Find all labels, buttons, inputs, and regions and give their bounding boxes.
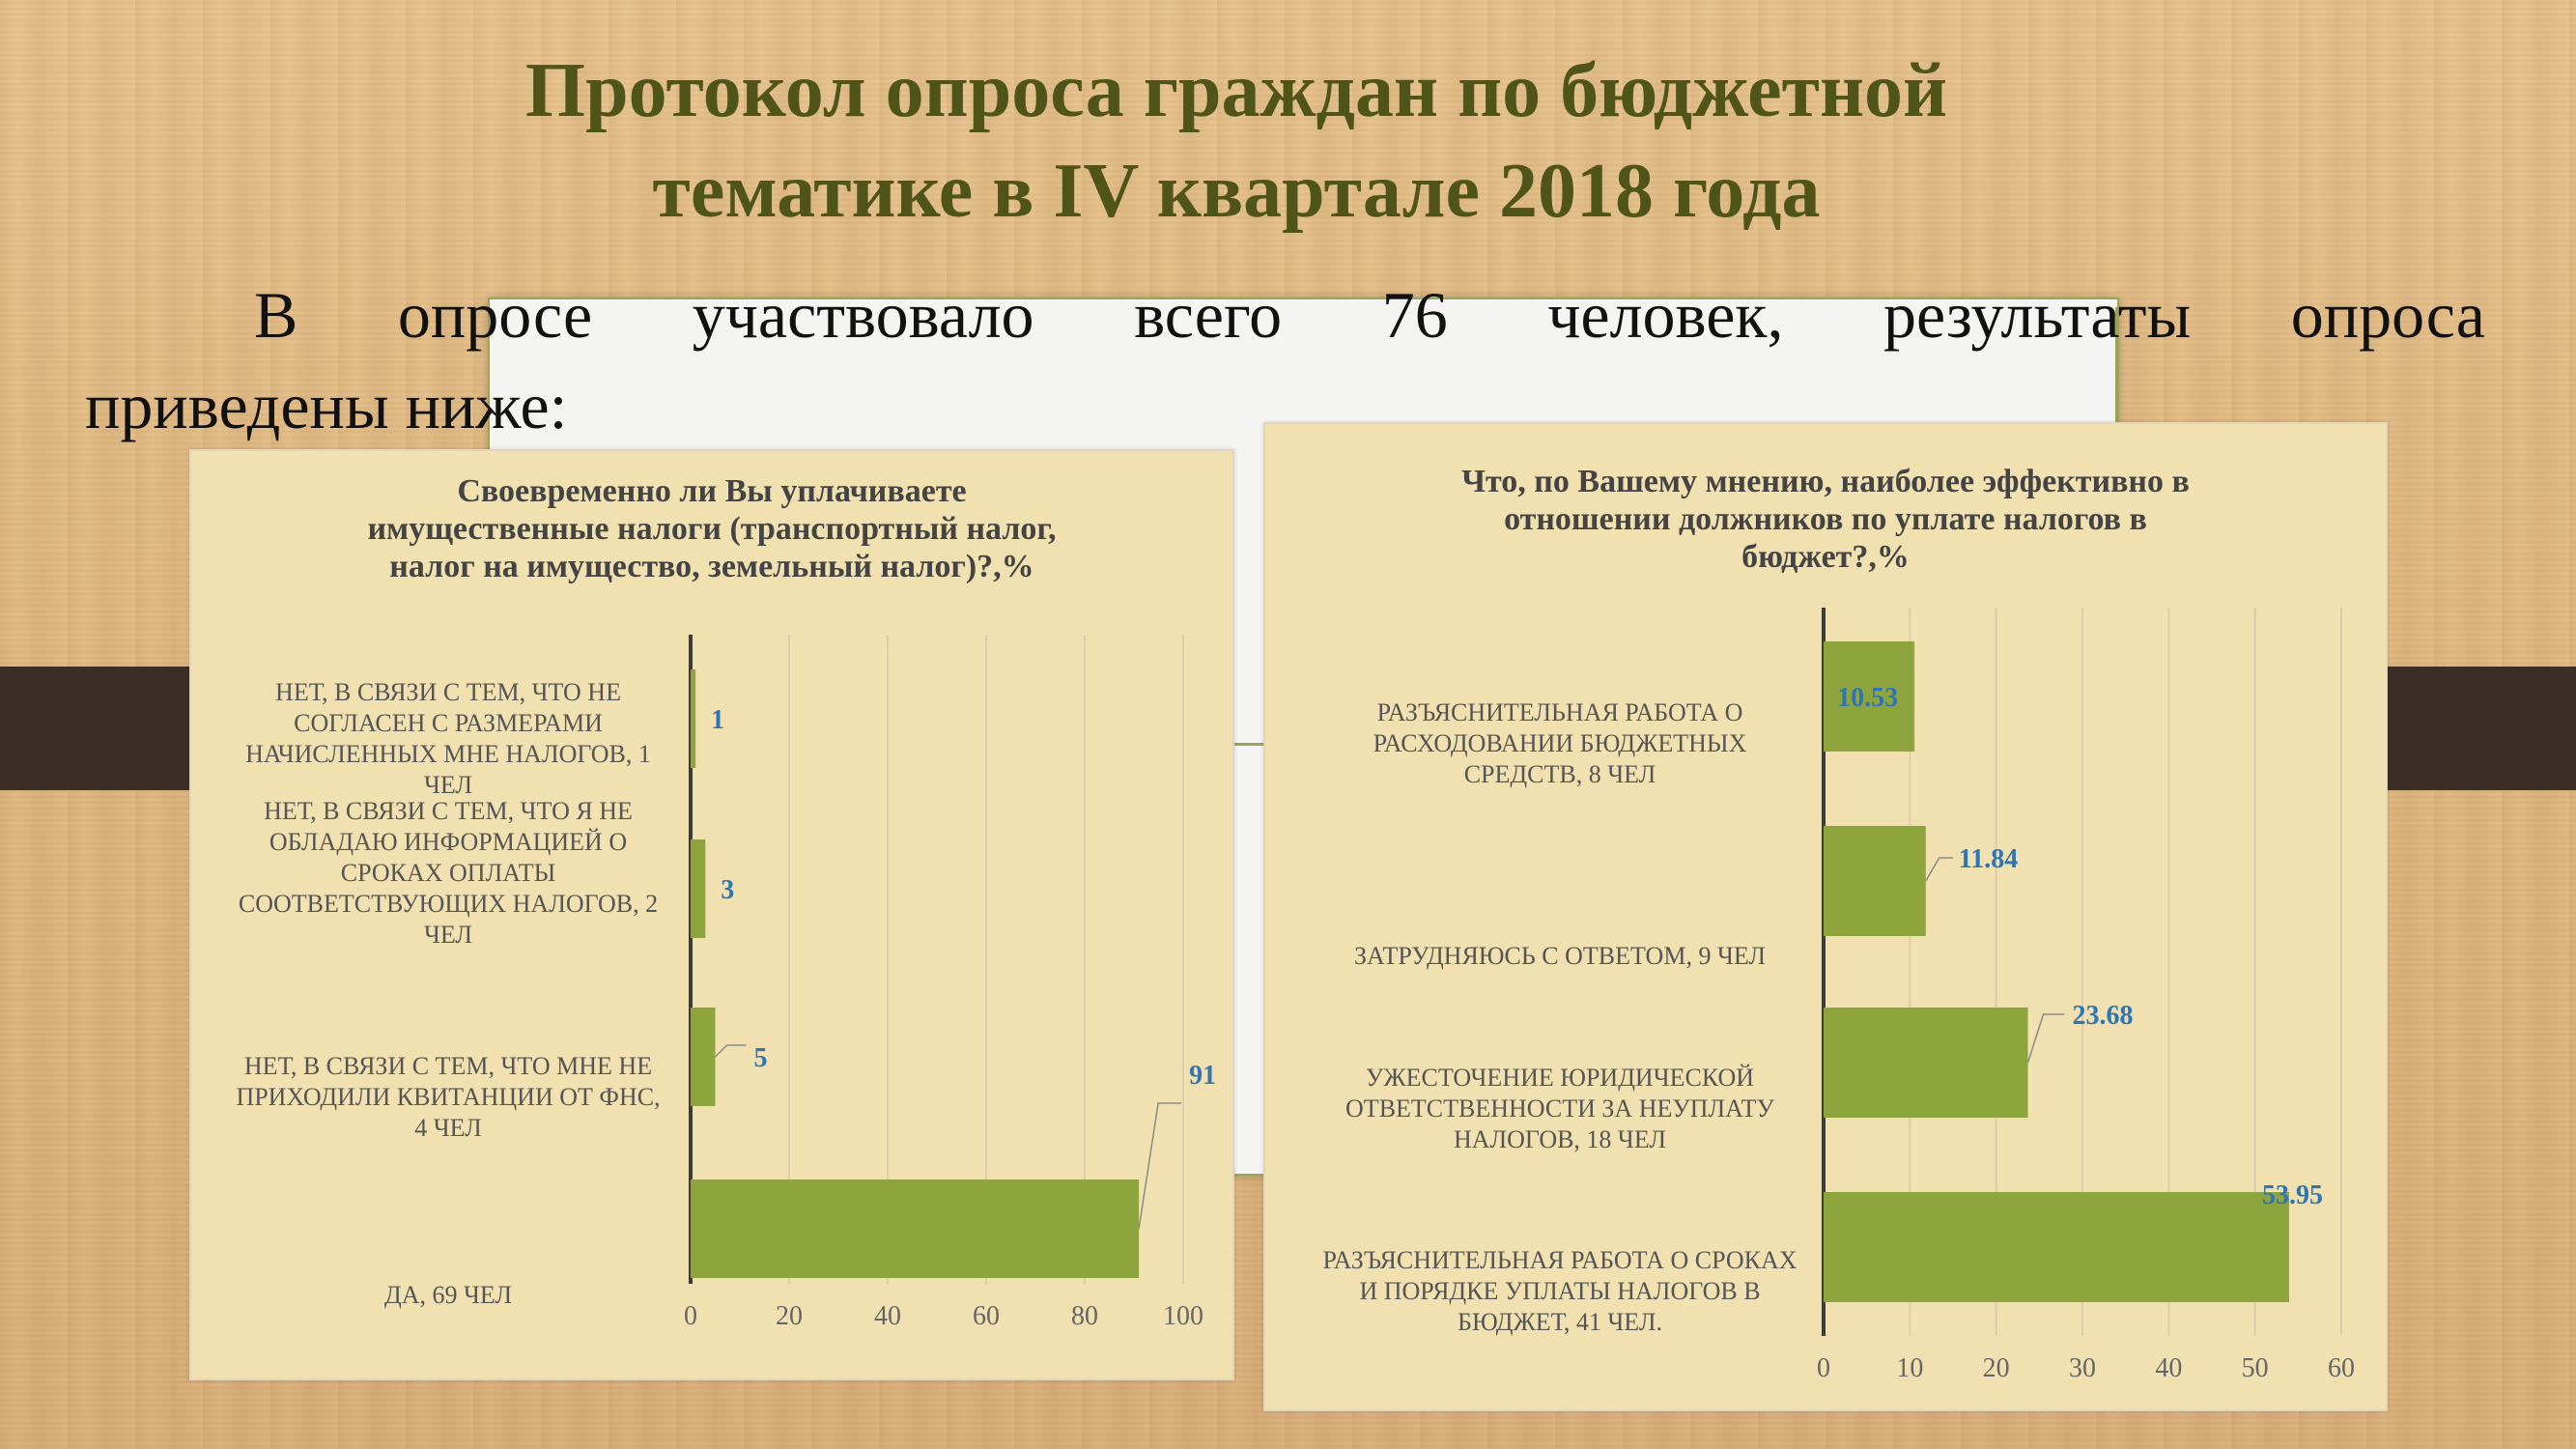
chart-panel-debtor-measures: Что, по Вашему мнению, наиболее эффектив… (1263, 422, 2388, 1411)
bar (691, 839, 706, 938)
bar (691, 669, 696, 768)
bar-chart-debtor-measures: 0 10 20 30 40 50 60 10.53 РАЗЪЯСНИТЕЛЬНАЯ РАБОТА… (1322, 608, 2355, 1383)
x-tick-label: 100 (1163, 1301, 1203, 1331)
slide-title-line1: Протокол опроса граждан по бюджетной (524, 48, 1948, 133)
category-label: НЕТ, В СВЯЗИ С ТЕМ, ЧТО НЕ (275, 678, 621, 706)
label-leader-line (1138, 1102, 1182, 1230)
category-label: СОГЛАСЕН С РАЗМЕРАМИ (294, 709, 603, 737)
data-label: 1 (711, 705, 724, 735)
data-label: 91 (1189, 1061, 1216, 1091)
data-label: 10.53 (1837, 683, 1898, 713)
x-tick-label: 0 (684, 1301, 697, 1331)
intro-text-line1: В опросе участвовало всего 76 человек, р… (254, 278, 2485, 352)
label-leader-line (714, 1044, 747, 1058)
data-label: 23.68 (2073, 1001, 2134, 1031)
chart-title-line: имущественные налоги (транспортный налог… (367, 511, 1057, 547)
category-label: РАСХОДОВАНИИ БЮДЖЕТНЫХ (1373, 729, 1747, 757)
category-label: НАЧИСЛЕННЫХ МНЕ НАЛОГОВ, 1 (245, 740, 651, 768)
data-label: 53.95 (2262, 1180, 2323, 1210)
category-label: И ПОРЯДКЕ УПЛАТЫ НАЛОГОВ В (1359, 1277, 1760, 1305)
bar (1824, 826, 1926, 936)
x-tick-label: 80 (1071, 1301, 1098, 1331)
category-label: СРОКАХ ОПЛАТЫ (341, 859, 556, 887)
slide-title-line2: тематике в IV квартале 2018 года (652, 149, 1821, 234)
bar (1824, 1192, 2289, 1302)
label-leader-line (1925, 857, 1953, 882)
category-label: НЕТ, В СВЯЗИ С ТЕМ, ЧТО МНЕ НЕ (244, 1052, 652, 1080)
chart-title-line: бюджет?,% (1741, 539, 1910, 575)
category-label: СРЕДСТВ, 8 ЧЕЛ (1464, 760, 1656, 788)
category-label: ДА, 69 ЧЕЛ (384, 1281, 512, 1309)
x-tick-label: 20 (1983, 1353, 2010, 1383)
category-label: НЕТ, В СВЯЗИ С ТЕМ, ЧТО Я НЕ (264, 797, 633, 825)
category-label: БЮДЖЕТ, 41 ЧЕЛ. (1458, 1308, 1662, 1336)
slide-title: Протокол опроса граждан по бюджетной тем… (0, 41, 2473, 242)
chart-panel-tax-payment: Своевременно ли Вы уплачиваете имуществе… (189, 449, 1234, 1380)
category-label: ЧЕЛ (424, 921, 472, 949)
category-label: СООТВЕТСТВУЮЩИХ НАЛОГОВ, 2 (239, 890, 658, 918)
bar-chart-tax-payment: 0 20 40 60 80 100 1 НЕТ, В СВЯЗИ С ТЕМ, ЧТО НЕ С… (236, 635, 1216, 1331)
intro-text-line2: приведены ниже: (85, 369, 568, 442)
category-label: ЗАТРУДНЯЮСЬ С ОТВЕТОМ, 9 ЧЕЛ (1354, 942, 1766, 970)
data-label: 3 (721, 875, 734, 905)
category-label: УЖЕСТОЧЕНИЕ ЮРИДИЧЕСКОЙ (1366, 1064, 1754, 1092)
chart-title-line: Что, по Вашему мнению, наиболее эффектив… (1461, 464, 2190, 499)
x-tick-label: 40 (2155, 1353, 2182, 1383)
bar (1824, 1008, 2028, 1118)
category-label: 4 ЧЕЛ (414, 1114, 482, 1142)
data-label: 11.84 (1959, 844, 2018, 874)
chart-title: Своевременно ли Вы уплачиваете имуществе… (191, 472, 1232, 585)
x-tick-label: 10 (1896, 1353, 1923, 1383)
x-tick-label: 60 (973, 1301, 1000, 1331)
x-tick-label: 0 (1817, 1353, 1830, 1383)
category-label: ОТВЕТСТВЕННОСТИ ЗА НЕУПЛАТУ (1345, 1094, 1775, 1122)
bar (691, 1179, 1140, 1278)
bar (1824, 641, 1915, 752)
chart-title-line: Своевременно ли Вы уплачиваете (457, 473, 967, 509)
category-label: РАЗЪЯСНИТЕЛЬНАЯ РАБОТА О СРОКАХ (1322, 1246, 1797, 1274)
chart-title-line: налог на имущество, земельный налог)?,% (389, 549, 1034, 584)
x-tick-label: 20 (776, 1301, 803, 1331)
category-label: ПРИХОДИЛИ КВИТАНЦИИ ОТ ФНС, (236, 1083, 660, 1111)
x-tick-label: 30 (2069, 1353, 2096, 1383)
bar (691, 1008, 716, 1106)
category-label: НАЛОГОВ, 18 ЧЕЛ (1454, 1125, 1666, 1153)
chart-title: Что, по Вашему мнению, наиболее эффектив… (1265, 463, 2386, 576)
label-leader-line (2026, 1013, 2065, 1064)
x-tick-label: 60 (2328, 1353, 2355, 1383)
x-tick-label: 50 (2242, 1353, 2269, 1383)
category-label: РАЗЪЯСНИТЕЛЬНАЯ РАБОТА О (1377, 698, 1743, 726)
data-label: 5 (754, 1043, 768, 1073)
category-label: ЧЕЛ (424, 771, 472, 799)
paper-accent-vline (2115, 307, 2118, 433)
chart-title-line: отношении должников по уплате налогов в (1504, 501, 2147, 537)
category-label: ОБЛАДАЮ ИНФОРМАЦИЕЙ О (269, 828, 627, 856)
x-tick-label: 40 (874, 1301, 901, 1331)
